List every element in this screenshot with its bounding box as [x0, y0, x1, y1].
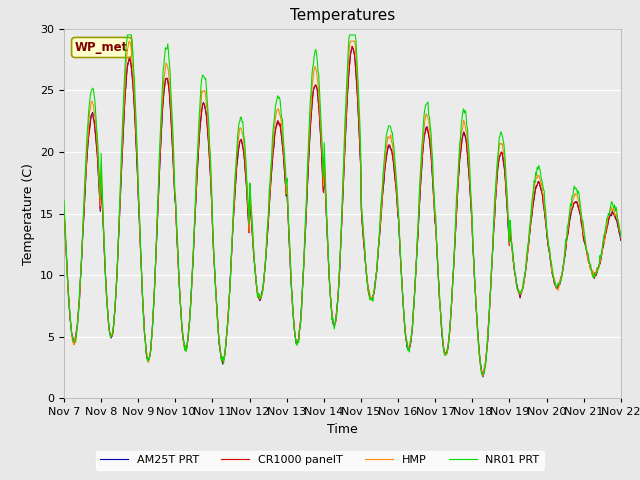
CR1000 panelT [70, 340, 78, 346]
CR1000 panelT [184, 336, 192, 342]
HMP [70, 342, 78, 348]
HMP [479, 373, 487, 379]
CR1000 panelT [348, 43, 356, 49]
CR1000 panelT [428, 152, 435, 157]
X-axis label: Time: Time [327, 423, 358, 436]
AM25T PRT [617, 237, 625, 243]
HMP [185, 330, 193, 336]
HMP [428, 142, 435, 147]
NR01 PRT [428, 131, 435, 136]
NR01 PRT [70, 338, 78, 344]
HMP [617, 232, 625, 238]
Legend: AM25T PRT, CR1000 panelT, HMP, NR01 PRT: AM25T PRT, CR1000 panelT, HMP, NR01 PRT [96, 451, 544, 469]
HMP [214, 326, 222, 332]
HMP [128, 59, 136, 65]
CR1000 panelT [60, 206, 68, 212]
AM25T PRT [127, 64, 135, 70]
HMP [411, 288, 419, 294]
Title: Temperatures: Temperatures [290, 9, 395, 24]
CR1000 panelT [617, 237, 625, 243]
NR01 PRT [185, 329, 193, 335]
NR01 PRT [214, 328, 222, 334]
Y-axis label: Temperature (C): Temperature (C) [22, 163, 35, 264]
NR01 PRT [60, 197, 68, 203]
HMP [125, 38, 133, 44]
AM25T PRT [428, 152, 435, 158]
NR01 PRT [128, 43, 136, 48]
CR1000 panelT [479, 372, 487, 378]
NR01 PRT [411, 286, 419, 292]
HMP [60, 204, 68, 210]
AM25T PRT [411, 286, 419, 292]
AM25T PRT [184, 336, 192, 342]
NR01 PRT [124, 32, 131, 38]
AM25T PRT [479, 374, 487, 380]
AM25T PRT [70, 341, 78, 347]
CR1000 panelT [214, 312, 221, 317]
NR01 PRT [617, 234, 625, 240]
AM25T PRT [60, 208, 68, 214]
AM25T PRT [214, 312, 221, 318]
CR1000 panelT [127, 65, 135, 71]
CR1000 panelT [411, 288, 419, 293]
Line: NR01 PRT: NR01 PRT [64, 35, 621, 375]
Line: AM25T PRT: AM25T PRT [64, 48, 621, 377]
AM25T PRT [348, 45, 356, 50]
NR01 PRT [478, 372, 486, 378]
Line: CR1000 panelT: CR1000 panelT [64, 46, 621, 375]
Text: WP_met: WP_met [75, 41, 129, 54]
Line: HMP: HMP [64, 41, 621, 376]
